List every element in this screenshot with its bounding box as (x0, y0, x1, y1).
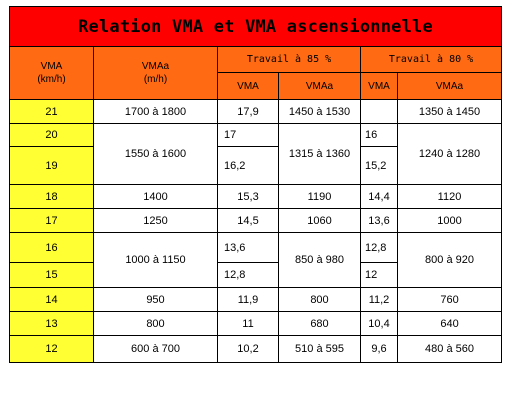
vmaa-cell: 800 (93, 311, 218, 336)
header-vmaa: VMAa (m/h) (93, 46, 218, 100)
vmaa-85-cell: 1190 (278, 184, 361, 209)
vma-cell: 16 (9, 232, 94, 263)
vmaa-cell: 600 à 700 (93, 335, 218, 363)
vma-cell: 15 (9, 262, 94, 288)
table-row: 15 12,8 12 (9, 262, 502, 288)
vmaa-85-cell: 1450 à 1530 (278, 99, 361, 124)
vma-cell: 19 (9, 146, 94, 185)
vmaa-85-cell: 680 (278, 311, 361, 336)
table-row: 12 600 à 700 10,2 510 à 595 9,6 480 à 56… (9, 335, 503, 363)
vmaa-cell: 950 (93, 287, 218, 312)
table-row: 14 950 11,9 800 11,2 760 (9, 287, 503, 312)
vmaa-cell: 1550 à 1600 (93, 123, 218, 185)
vma-cell: 20 (9, 123, 94, 147)
vmaa-80-cell: 480 à 560 (396, 335, 503, 363)
vma-relation-table: Relation VMA et VMA ascensionnelle VMA (… (8, 6, 503, 363)
vma-80-cell: 13,6 (360, 208, 398, 233)
header-vma: VMA (km/h) (9, 46, 94, 100)
vma-80-cell: 9,6 (360, 335, 398, 363)
table-row: 19 16,2 15,2 (9, 146, 502, 185)
subheader-vmaa-80: VMAa (396, 72, 503, 100)
vmaa-85-cell: 510 à 595 (278, 335, 361, 363)
subheader-vma-85: VMA (217, 72, 279, 100)
vma-85-cell: 13,6 (217, 232, 279, 263)
vma-cell: 13 (9, 311, 94, 336)
vma-80-cell (360, 99, 398, 124)
vmaa-85-cell: 850 à 980 (278, 232, 361, 288)
vma-85-cell: 12,8 (217, 262, 279, 288)
vmaa-cell: 1250 (93, 208, 218, 233)
header-vma-label: VMA (km/h) (37, 61, 66, 85)
vma-table-container: Relation VMA et VMA ascensionnelle VMA (… (8, 6, 503, 390)
vma-85-cell: 11 (217, 311, 279, 336)
vma-80-cell: 12 (360, 262, 398, 288)
vma-cell: 14 (9, 287, 94, 312)
vma-80-cell: 10,4 (360, 311, 398, 336)
vma-85-cell: 11,9 (217, 287, 279, 312)
vma-85-cell: 17 (217, 123, 279, 147)
vma-cell: 18 (9, 184, 94, 209)
header-travail-85: Travail à 85 % (217, 46, 361, 73)
vmaa-cell: 1700 à 1800 (93, 99, 218, 124)
subheader-vmaa-85: VMAa (278, 72, 361, 100)
vmaa-80-cell: 760 (396, 287, 503, 312)
vmaa-80-cell: 1000 (396, 208, 503, 233)
vmaa-80-cell: 1350 à 1450 (396, 99, 503, 124)
table-row: 20 1550 à 1600 17 1315 à 1360 16 1240 à … (9, 123, 503, 185)
table-row: 18 1400 15,3 1190 14,4 1120 (9, 184, 503, 209)
vma-cell: 12 (9, 335, 94, 363)
vmaa-cell: 1000 à 1150 (93, 232, 218, 288)
vma-cell: 21 (9, 99, 94, 124)
vma-85-cell: 16,2 (217, 146, 279, 185)
table-row: 17 1250 14,5 1060 13,6 1000 (9, 208, 503, 233)
subheader-vma-80: VMA (360, 72, 398, 100)
vma-80-cell: 12,8 (360, 232, 398, 263)
vma-85-cell: 17,9 (217, 99, 279, 124)
vma-cell: 17 (9, 208, 94, 233)
vma-80-cell: 15,2 (360, 146, 398, 185)
vmaa-85-cell: 800 (278, 287, 361, 312)
vma-80-cell: 11,2 (360, 287, 398, 312)
table-row: 13 800 11 680 10,4 640 (9, 311, 503, 336)
header-vmaa-label: VMAa (m/h) (141, 61, 170, 85)
vmaa-cell: 1400 (93, 184, 218, 209)
vma-85-cell: 10,2 (217, 335, 279, 363)
vmaa-85-cell: 1060 (278, 208, 361, 233)
vmaa-80-cell: 1240 à 1280 (396, 123, 503, 185)
table-row: 21 1700 à 1800 17,9 1450 à 1530 1350 à 1… (9, 99, 503, 124)
vma-80-cell: 16 (360, 123, 398, 147)
vmaa-80-cell: 800 à 920 (396, 232, 503, 288)
vma-80-cell: 14,4 (360, 184, 398, 209)
header-travail-80: Travail à 80 % (359, 46, 503, 73)
vma-85-cell: 15,3 (217, 184, 279, 209)
vmaa-85-cell: 1315 à 1360 (278, 123, 361, 185)
vmaa-80-cell: 640 (396, 311, 503, 336)
table-row: 16 1000 à 1150 13,6 850 à 980 12,8 800 à… (9, 232, 503, 288)
vma-85-cell: 14,5 (217, 208, 279, 233)
table-title: Relation VMA et VMA ascensionnelle (8, 6, 503, 47)
vmaa-80-cell: 1120 (396, 184, 503, 209)
